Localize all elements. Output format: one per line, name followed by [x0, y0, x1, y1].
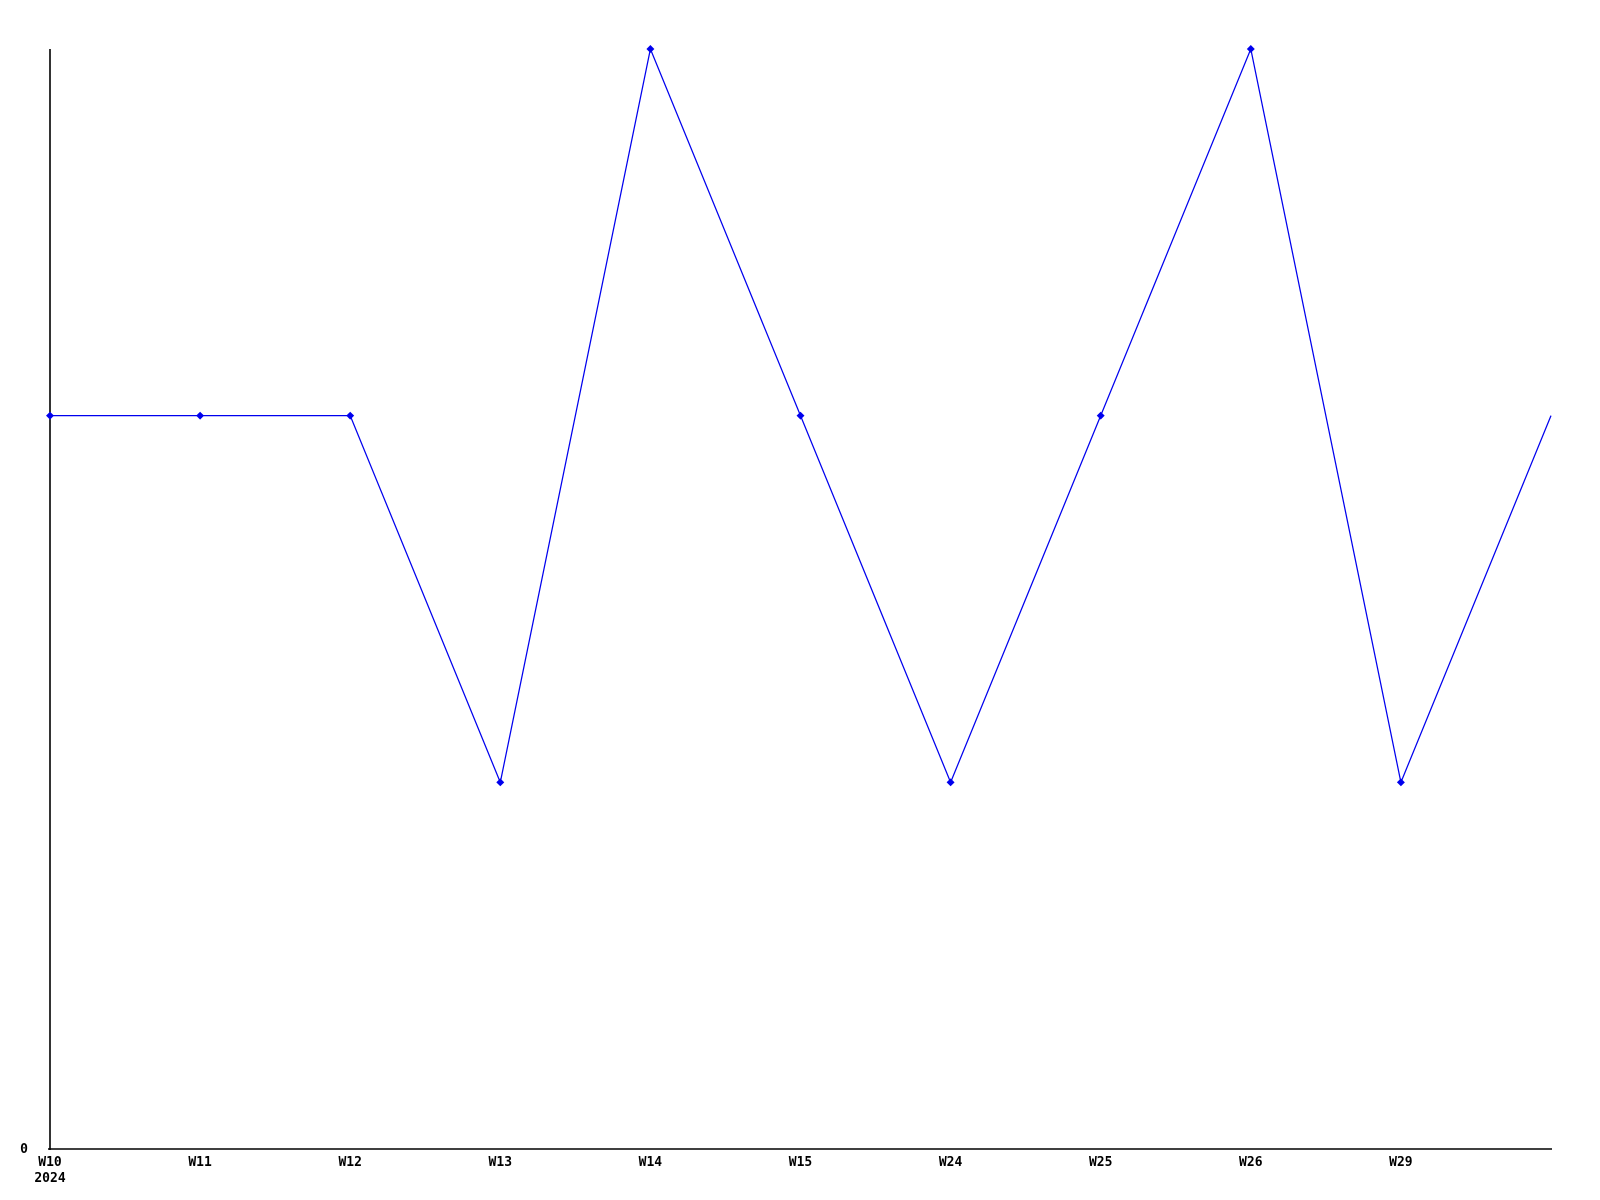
- data-point-marker: [496, 778, 505, 787]
- data-point-marker: [196, 411, 205, 420]
- x-axis-year-label: 2024: [34, 1171, 66, 1186]
- x-tick-label-w25: W25: [1088, 1155, 1113, 1170]
- x-tick-label-w29: W29: [1389, 1155, 1413, 1170]
- data-point-marker: [1396, 778, 1405, 787]
- x-tick-label-w24: W24: [938, 1155, 963, 1170]
- data-point-marker: [796, 411, 805, 420]
- x-tick-label-w26: W26: [1239, 1155, 1263, 1170]
- x-tick-label-w13: W13: [488, 1155, 513, 1170]
- data-point-marker: [946, 778, 955, 787]
- data-point-marker: [1096, 411, 1105, 420]
- data-point-marker: [46, 411, 54, 420]
- x-tick-label-w12: W12: [338, 1155, 362, 1170]
- x-tick-label-w14: W14: [638, 1155, 663, 1170]
- data-point-marker: [346, 411, 355, 420]
- x-tick-label-w10: W10: [38, 1155, 62, 1170]
- data-point-marker: [1246, 45, 1255, 53]
- x-tick-label-w15: W15: [788, 1155, 813, 1170]
- x-tick-label-w11: W11: [188, 1155, 212, 1170]
- y-axis-zero-tick-label: 0: [20, 1142, 28, 1157]
- data-point-marker: [646, 45, 655, 53]
